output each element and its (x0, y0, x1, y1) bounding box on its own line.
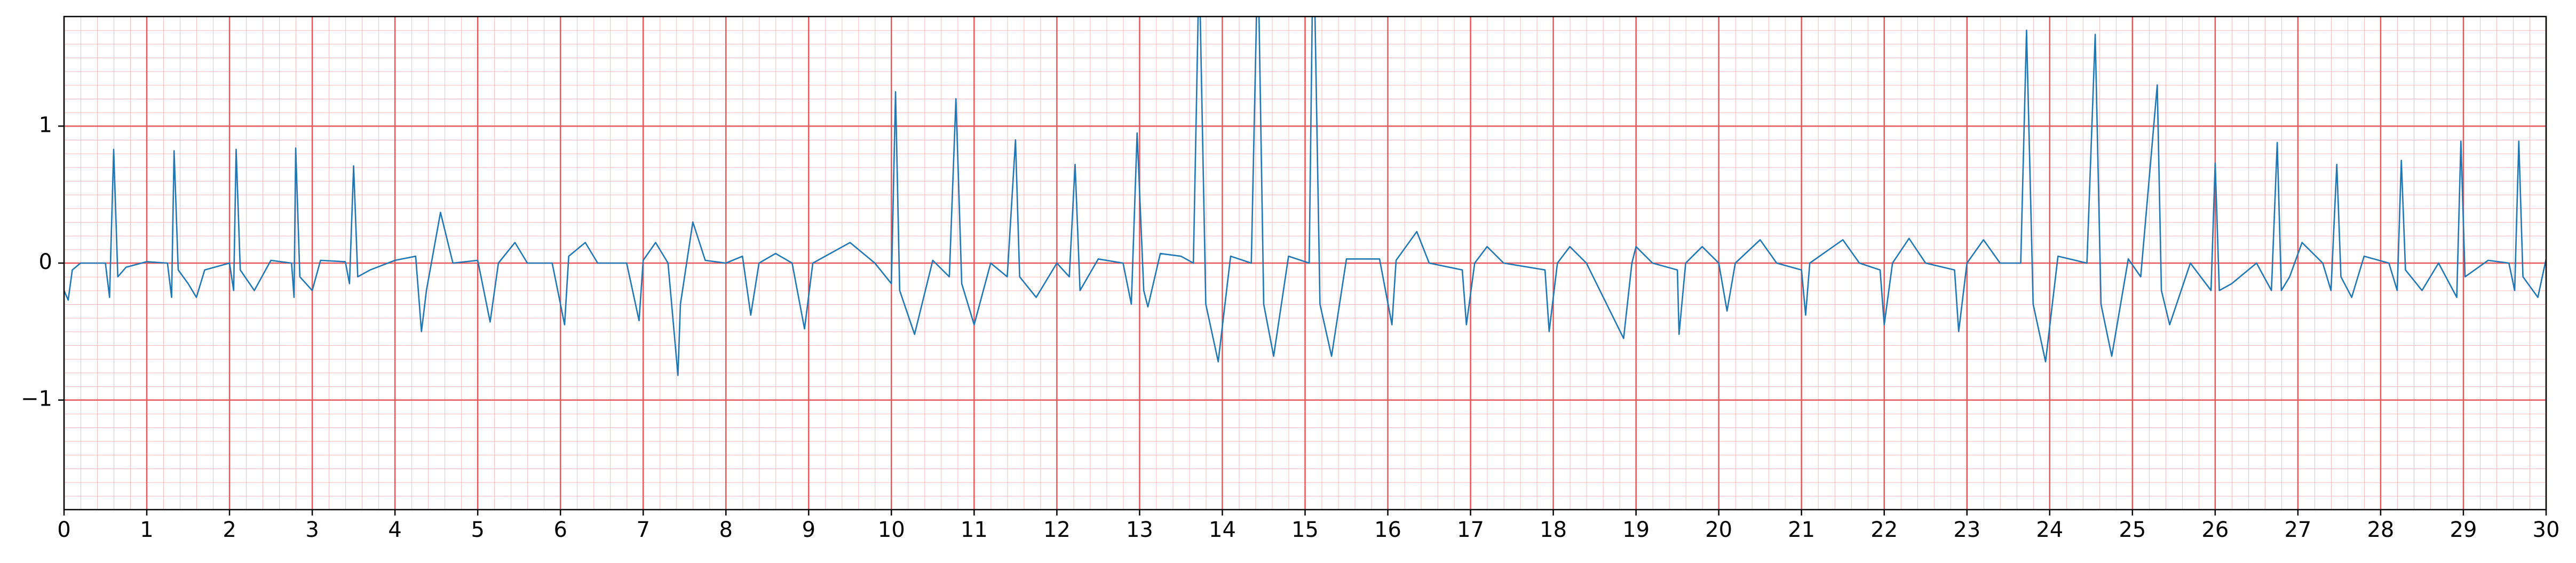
x-tick-label: 9 (802, 518, 815, 542)
x-tick-label: 21 (1788, 518, 1815, 542)
plot-area (64, 17, 2546, 376)
x-tick-label: 16 (1374, 518, 1401, 542)
y-tick-label: −1 (21, 387, 52, 411)
x-tick-label: 3 (305, 518, 319, 542)
x-tick-label: 12 (1043, 518, 1071, 542)
ecg-line (64, 17, 2546, 376)
x-tick-label: 10 (878, 518, 905, 542)
x-tick-label: 6 (553, 518, 567, 542)
x-tick-label: 27 (2284, 518, 2311, 542)
x-tick-label: 15 (1291, 518, 1319, 542)
x-tick-label: 5 (471, 518, 484, 542)
x-tick-label: 7 (637, 518, 650, 542)
x-tick-label: 24 (2036, 518, 2063, 542)
x-tick-label: 11 (961, 518, 988, 542)
x-tick-label: 28 (2367, 518, 2394, 542)
x-tick-label: 2 (223, 518, 236, 542)
x-tick-label: 25 (2119, 518, 2146, 542)
ticks: 0 1 2 3 4 5 6 7 8 9 10 11 12 13 14 15 16 17 18 19 20 21 22 23 24… (21, 113, 2559, 542)
x-tick-label: 19 (1622, 518, 1650, 542)
x-tick-label: 1 (140, 518, 153, 542)
x-tick-label: 0 (57, 518, 70, 542)
x-tick-label: 30 (2533, 518, 2560, 542)
x-tick-label: 23 (1953, 518, 1980, 542)
x-tick-label: 14 (1209, 518, 1236, 542)
x-tick-label: 8 (719, 518, 733, 542)
x-tick-label: 17 (1457, 518, 1484, 542)
x-tick-label: 4 (388, 518, 401, 542)
y-tick-label: 1 (39, 113, 52, 137)
x-tick-label: 13 (1126, 518, 1153, 542)
x-tick-label: 18 (1540, 518, 1567, 542)
x-tick-label: 26 (2201, 518, 2229, 542)
y-tick-label: 0 (39, 250, 52, 274)
x-tick-label: 22 (1870, 518, 1898, 542)
x-tick-label: 29 (2450, 518, 2477, 542)
x-tick-label: 20 (1705, 518, 1732, 542)
